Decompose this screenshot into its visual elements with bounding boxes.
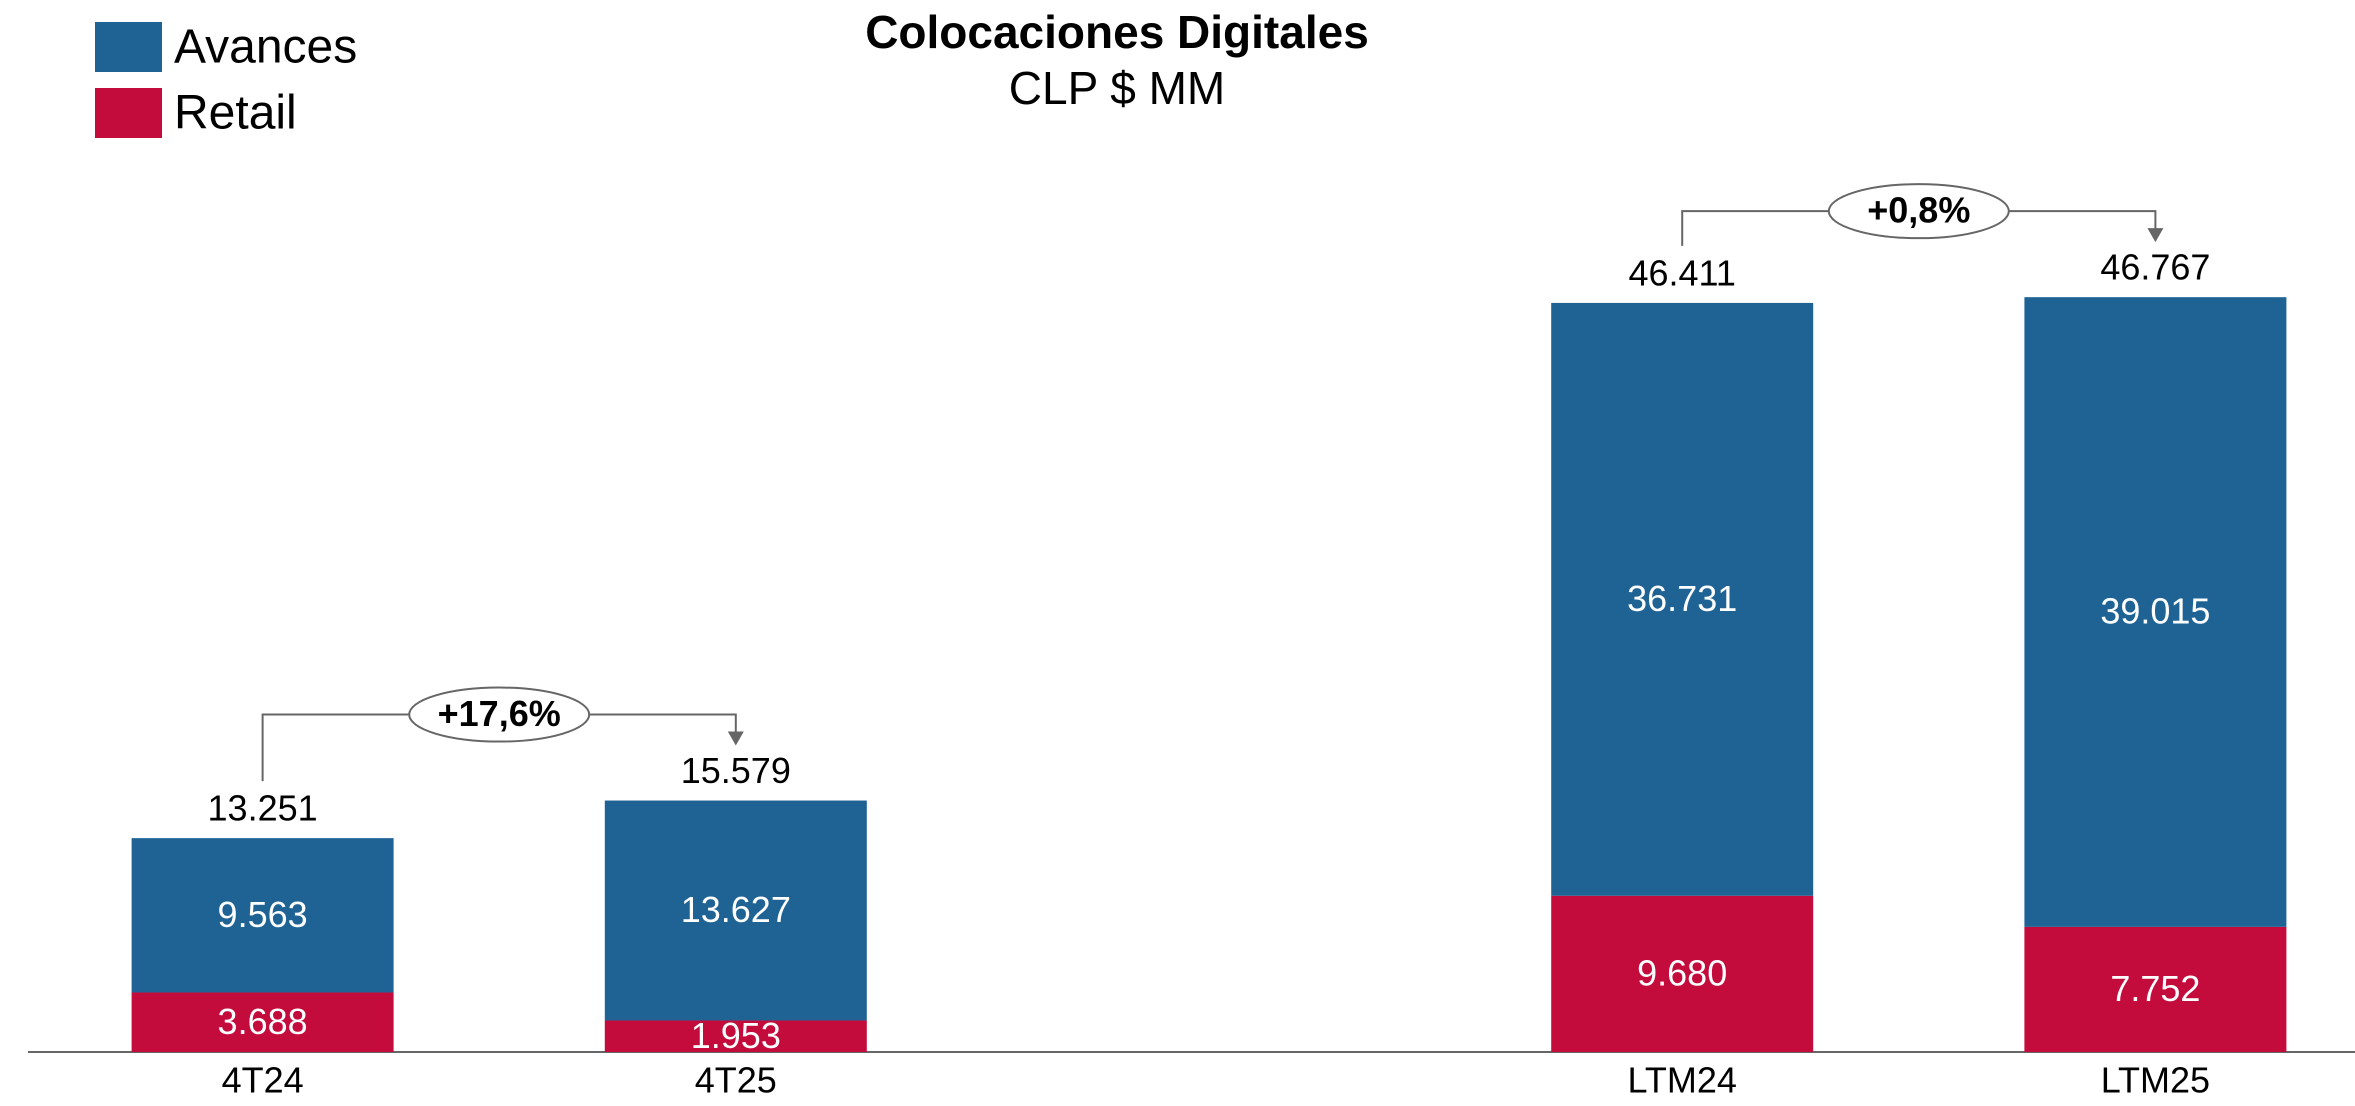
value-label: 7.752 [2110, 968, 2200, 1009]
bar-segment [2024, 926, 2287, 1052]
value-label: 9.563 [218, 894, 308, 935]
bar-segment [604, 800, 867, 1021]
value-label: 39.015 [2100, 591, 2210, 632]
legend-swatch [95, 88, 162, 138]
annotation: +17,6% [438, 693, 561, 734]
annotation: +0,8% [1867, 190, 1970, 231]
x-tick-label: 4T24 [222, 1060, 304, 1101]
legend-swatch [95, 22, 162, 72]
value-label: 9.680 [1637, 952, 1727, 993]
annotation-bubble [408, 686, 591, 743]
bar-segment [1551, 302, 1814, 896]
bracket-arrow [2147, 228, 2164, 243]
bar-segment [2024, 297, 2287, 927]
chart-subtitle: CLP $ MM [1009, 62, 1225, 114]
bar-segment [131, 838, 394, 993]
total-label: 15.579 [681, 750, 791, 791]
bar-segment [604, 1020, 867, 1052]
bracket-arrow [727, 731, 744, 746]
chart-title: Colocaciones Digitales [865, 6, 1369, 58]
legend-label: Avances [174, 21, 357, 74]
total-label: 46.411 [1628, 252, 1735, 293]
value-label: 1.953 [691, 1015, 781, 1056]
value-label: 13.627 [681, 889, 791, 930]
value-label: 3.688 [218, 1001, 308, 1042]
total-label: 46.767 [2100, 247, 2210, 288]
value-label: 36.731 [1627, 578, 1737, 619]
total-label: 13.251 [208, 788, 318, 829]
legend-label: Retail [174, 87, 297, 140]
bar-segment [131, 992, 394, 1052]
x-tick-label: LTM25 [2101, 1060, 2210, 1101]
x-tick-label: LTM24 [1628, 1060, 1737, 1101]
x-tick-label: 4T25 [695, 1060, 777, 1101]
bar-segment [1551, 895, 1814, 1052]
annotation-bubble [1827, 183, 2010, 240]
